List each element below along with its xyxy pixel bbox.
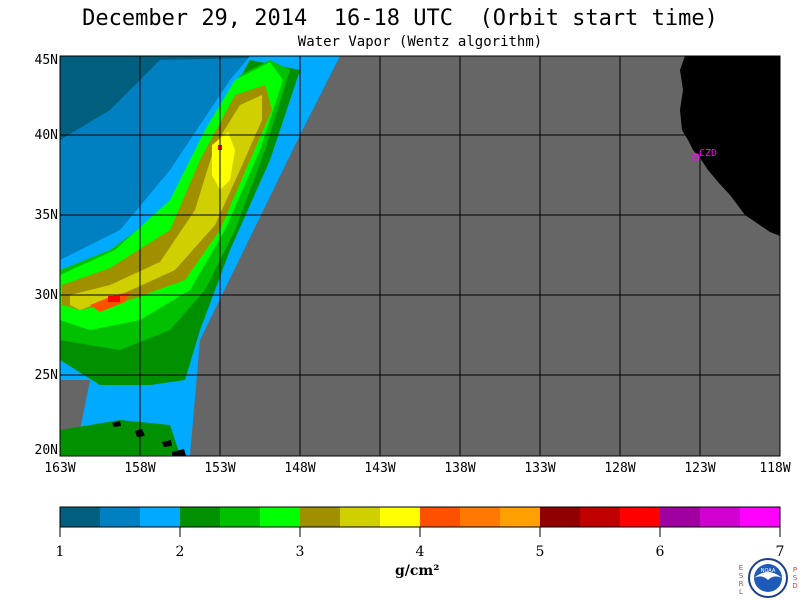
colorbar-swatch	[460, 507, 501, 527]
lon-label: 118W	[759, 461, 791, 476]
colorbar-swatch	[60, 507, 101, 527]
colorbar-tick-label: 4	[415, 544, 425, 560]
land-hawaii-3	[162, 440, 172, 447]
lon-label: 128W	[604, 461, 636, 476]
station-label: CZD	[699, 148, 717, 159]
colorbar-swatch	[500, 507, 541, 527]
lon-label: 133W	[524, 461, 556, 476]
colorbar-swatch	[100, 507, 141, 527]
svg-text:NOAA: NOAA	[761, 568, 776, 574]
vapor-band-4b	[60, 420, 180, 455]
colorbar-swatch	[180, 507, 221, 527]
noaa-logo: NOAA	[748, 558, 788, 598]
colorbar-swatch	[420, 507, 461, 527]
lon-label: 158W	[124, 461, 156, 476]
lon-label: 148W	[284, 461, 316, 476]
land-hawaii-1	[112, 421, 121, 427]
lat-label: 45N	[34, 53, 58, 68]
page-subtitle: Water Vapor (Wentz algorithm)	[297, 34, 543, 50]
lon-label: 143W	[364, 461, 396, 476]
vapor-peak-1	[108, 296, 120, 302]
graticule	[60, 56, 780, 456]
vapor-band-9	[212, 132, 235, 190]
land-hawaii-4	[172, 449, 186, 456]
colorbar-tick-label: 5	[535, 544, 545, 560]
colorbar-tick-label: 2	[175, 544, 185, 560]
page-title: December 29, 2014 16-18 UTC (Orbit start…	[82, 6, 718, 31]
colorbar-swatch	[260, 507, 301, 527]
lon-label: 123W	[684, 461, 716, 476]
map-border	[59, 55, 781, 457]
colorbar-swatch	[340, 507, 381, 527]
lon-label: 138W	[444, 461, 476, 476]
colorbar-tick-label: 3	[295, 544, 305, 560]
station-marker	[692, 153, 700, 161]
colorbar-ticks	[59, 527, 781, 537]
colorbar-tick-label: 6	[655, 544, 665, 560]
colorbar-swatch	[580, 507, 621, 527]
colorbar-swatch	[620, 507, 661, 527]
colorbar-swatch	[660, 507, 701, 527]
colorbar-swatch	[700, 507, 741, 527]
lat-label: 25N	[34, 368, 58, 383]
colorbar-swatch	[220, 507, 261, 527]
land-north-america	[680, 56, 780, 236]
lat-label: 35N	[34, 208, 58, 223]
colorbar-swatch	[300, 507, 341, 527]
colorbar	[60, 507, 781, 527]
lat-label: 40N	[34, 128, 58, 143]
lat-label: 20N	[34, 443, 58, 458]
colorbar-swatch	[140, 507, 181, 527]
colorbar-swatch	[380, 507, 421, 527]
colorbar-tick-label: 7	[775, 544, 785, 560]
lat-label: 30N	[34, 288, 58, 303]
colorbar-swatch	[740, 507, 781, 527]
lon-label: 163W	[44, 461, 76, 476]
lon-label: 153W	[204, 461, 236, 476]
colorbar-swatch	[540, 507, 581, 527]
colorbar-tick-label: 1	[55, 544, 65, 560]
colorbar-units: g/cm²	[395, 563, 440, 579]
